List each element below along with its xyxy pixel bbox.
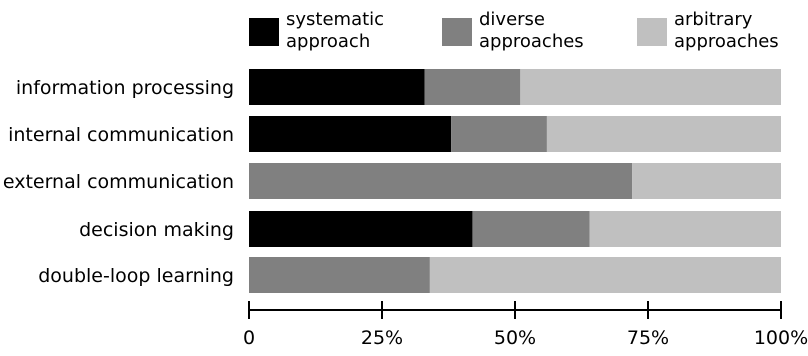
legend-label: systematic approach <box>286 9 384 52</box>
x-tick-label: 75% <box>627 327 669 349</box>
category-label: information processing <box>16 77 234 99</box>
category-label: double-loop learning <box>38 265 234 287</box>
x-tick-label: 0 <box>243 327 255 349</box>
bar-segment <box>249 257 430 293</box>
bar-segment <box>589 211 781 247</box>
legend-label: arbitrary approaches <box>674 9 779 52</box>
legend-swatch <box>249 18 279 46</box>
x-tick-label: 25% <box>361 327 403 349</box>
legend-swatch <box>637 18 667 46</box>
bar-segment <box>249 163 633 199</box>
bar-segment <box>249 211 473 247</box>
bars <box>249 69 781 293</box>
bar-segment <box>429 257 781 293</box>
bar-segment <box>249 69 425 105</box>
bar-segment <box>424 69 521 105</box>
bar-segment <box>632 163 781 199</box>
x-tick-label: 50% <box>494 327 536 349</box>
legend: systematic approach diverse approaches arbit… <box>249 9 779 52</box>
bar-segment <box>451 116 547 152</box>
legend-swatch <box>442 18 472 46</box>
bar-segment <box>249 116 452 152</box>
category-label: decision making <box>79 219 234 241</box>
bar-segment <box>520 69 781 105</box>
x-axis: 0 25% 50% 75% 100% <box>243 301 808 349</box>
bar-segment <box>472 211 590 247</box>
category-label: external communication <box>3 171 234 193</box>
legend-label: diverse approaches <box>479 9 584 52</box>
category-labels: information processing internal communica… <box>3 77 234 287</box>
bar-segment <box>546 116 781 152</box>
x-tick-label: 100% <box>754 327 808 349</box>
category-label: internal communication <box>8 124 234 146</box>
